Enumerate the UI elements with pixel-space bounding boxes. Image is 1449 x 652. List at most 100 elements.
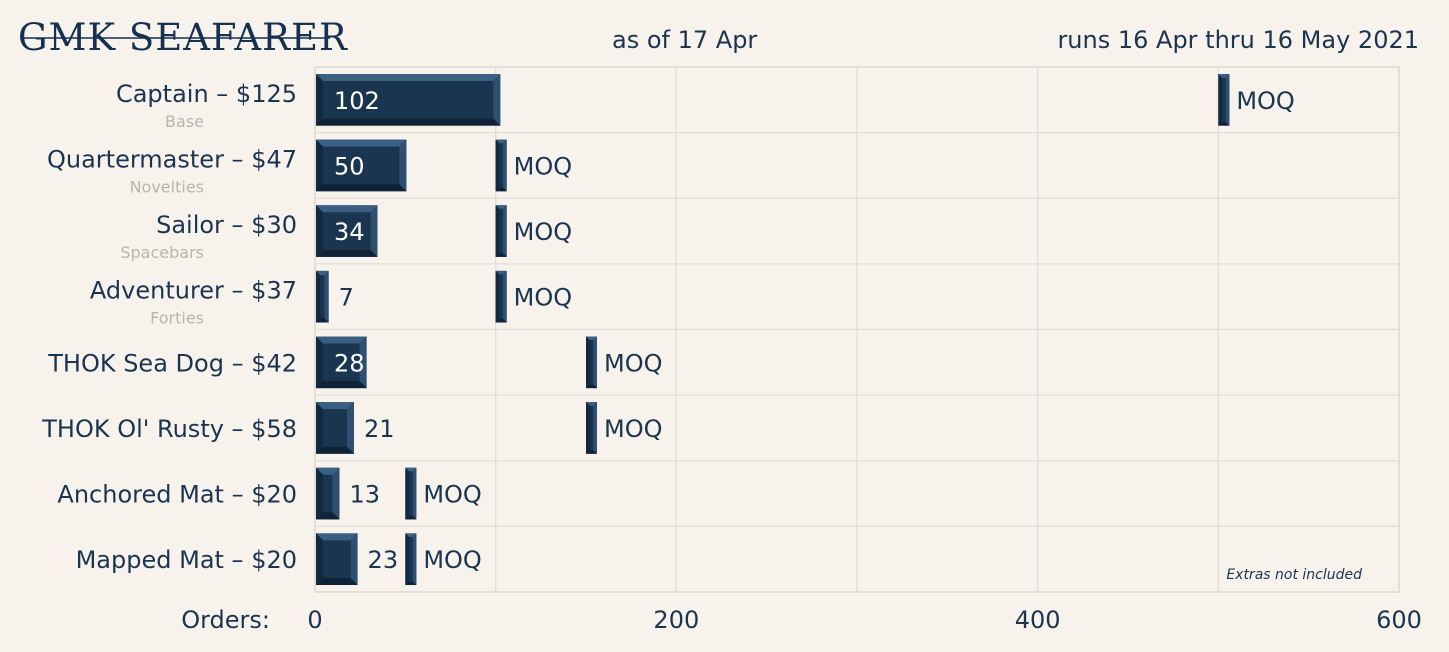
moq-marker-bevel-bottom (405, 581, 417, 585)
moq-marker-body (586, 336, 597, 389)
bar-body (316, 336, 367, 389)
bar-value-label: 50 (334, 152, 365, 180)
bar-body (316, 74, 501, 126)
bar-row: Adventurer – $37 Forties 7 MOQ (90, 270, 572, 328)
bar-bevel-bottom (316, 381, 367, 389)
moq-marker-bevel-left (1218, 74, 1222, 126)
moq-marker-bevel-left (586, 336, 590, 389)
moq-marker-body (405, 467, 417, 520)
moq-marker-bevel-right (1225, 74, 1230, 126)
bar-row: Quartermaster – $47 Novelties 50 MOQ (47, 139, 573, 196)
moq-marker-body (495, 205, 507, 257)
grid (315, 67, 1399, 592)
moq-marker-bevel-top (586, 336, 597, 341)
moq-marker-body (405, 533, 417, 585)
bar (316, 270, 329, 323)
moq-marker (405, 533, 417, 585)
bar-value-label: 102 (334, 87, 380, 115)
category-label: Mapped Mat – $20 (76, 546, 297, 574)
moq-label: MOQ (514, 152, 573, 180)
moq-label: MOQ (423, 481, 482, 509)
bar-value-label: 21 (364, 415, 395, 443)
bar-bevel-right (346, 402, 354, 454)
moq-marker (586, 402, 597, 454)
bar-value-label: 28 (334, 349, 365, 377)
moq-marker-bevel-top (495, 139, 507, 144)
moq-marker-bevel-bottom (495, 318, 507, 323)
bar-bevel-right (359, 336, 367, 389)
bar-bevel-bottom (316, 249, 378, 257)
bar-bevel-bottom (316, 318, 329, 323)
bar-bevel-bottom (316, 118, 501, 126)
bar-value-label: 7 (339, 284, 354, 312)
moq-label: MOQ (514, 218, 573, 246)
bar-bevel-bottom (316, 578, 358, 585)
moq-marker-bevel-top (1218, 74, 1230, 78)
x-tick-label: 600 (1376, 606, 1422, 634)
bar-body (316, 205, 378, 257)
bar (316, 336, 367, 389)
moq-marker-bevel-left (495, 205, 500, 257)
moq-marker-bevel-left (495, 270, 500, 323)
moq-marker-bevel-left (405, 467, 409, 520)
bar (316, 402, 354, 454)
moq-marker-bevel-bottom (495, 187, 507, 192)
moq-marker-bevel-right (503, 205, 507, 257)
bar-bevel-left (316, 74, 323, 126)
bar-value-label: 23 (368, 546, 399, 574)
moq-marker-bevel-right (593, 402, 597, 454)
moq-marker (405, 467, 417, 520)
moq-marker (495, 270, 507, 323)
bar-bevel-right (493, 74, 501, 126)
extras-note: Extras not included (1226, 567, 1362, 583)
bar-bevel-left (316, 270, 321, 323)
bar-bevel-top (316, 336, 367, 344)
x-axis-ticks: 0 200 400 600 (307, 606, 1422, 634)
moq-marker-bevel-left (495, 139, 500, 192)
bar-bevel-right (350, 533, 358, 585)
category-label: THOK Sea Dog – $42 (47, 349, 297, 377)
as-of-date: as of 17 Apr (612, 26, 757, 54)
bar-bevel-bottom (316, 512, 340, 520)
moq-marker-bevel-bottom (405, 515, 417, 520)
moq-marker-bevel-right (593, 336, 597, 389)
moq-marker-bevel-bottom (586, 450, 597, 454)
bar-bevel-top (316, 139, 407, 147)
bar-bevel-left (316, 402, 323, 454)
moq-marker-bevel-right (503, 270, 507, 323)
category-label: Adventurer – $37 (90, 277, 297, 305)
moq-marker-body (586, 402, 597, 454)
moq-marker-body (495, 270, 507, 323)
bar (316, 139, 407, 192)
bar-row: THOK Ol' Rusty – $58 21 MOQ (41, 402, 663, 454)
bar-row: Captain – $125 Base 102 MOQ (116, 74, 1295, 131)
x-tick-label: 200 (653, 606, 699, 634)
moq-marker-bevel-left (586, 402, 590, 454)
bar-bevel-top (316, 74, 501, 81)
bar-bevel-top (316, 402, 354, 410)
moq-marker-bevel-right (503, 139, 507, 192)
bar-bevel-left (316, 336, 323, 389)
category-subtitle: Forties (150, 309, 204, 328)
bar-bevel-top (316, 205, 378, 213)
bar (316, 533, 358, 585)
x-tick-label: 400 (1015, 606, 1061, 634)
bar-bevel-left (316, 205, 323, 257)
category-subtitle: Novelties (130, 177, 204, 196)
moq-label: MOQ (604, 415, 663, 443)
moq-marker-bevel-top (586, 402, 597, 406)
bar-value-label: 13 (349, 481, 380, 509)
bar-bevel-top (316, 533, 358, 541)
category-subtitle: Spacebars (120, 243, 204, 262)
category-subtitle: Base (165, 112, 204, 131)
bar (316, 74, 501, 126)
bar-bevel-bottom (316, 446, 354, 454)
moq-marker (586, 336, 597, 389)
bar-bevel-bottom (316, 184, 407, 192)
plot-frame (314, 66, 1400, 593)
moq-label: MOQ (423, 546, 482, 574)
bar-row: Mapped Mat – $20 23 MOQ (76, 533, 482, 585)
moq-marker-bevel-bottom (1218, 121, 1230, 126)
bar-body (316, 139, 407, 192)
